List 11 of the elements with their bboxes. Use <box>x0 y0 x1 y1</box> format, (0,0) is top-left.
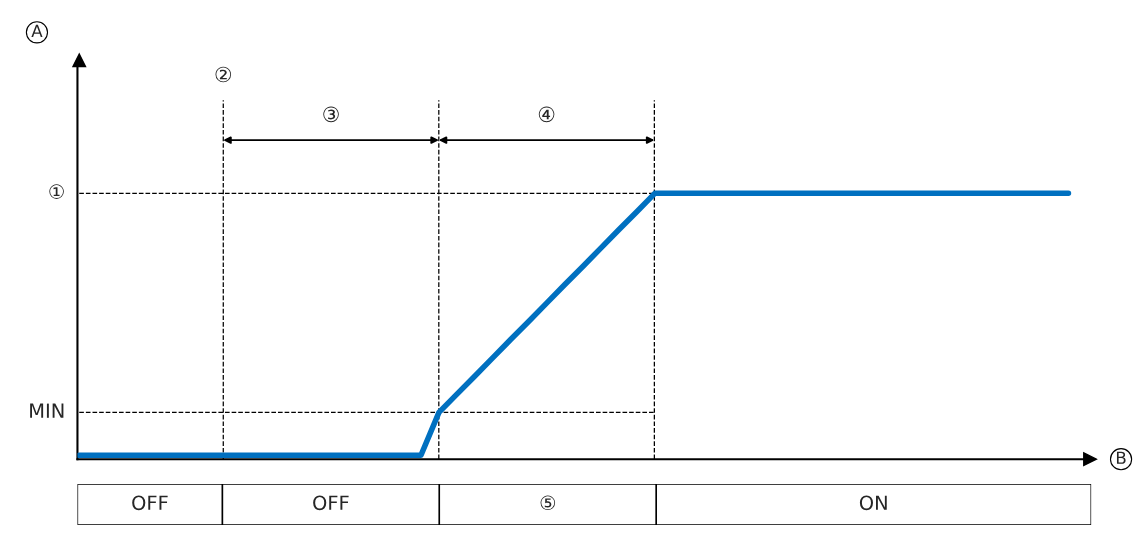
text: ⑤ <box>540 495 556 511</box>
ref-line-label: MIN <box>30 403 64 418</box>
text: ② <box>215 66 232 83</box>
text: ④ <box>538 106 555 123</box>
text: A <box>31 24 43 37</box>
ref-line-label: ① <box>49 184 64 199</box>
text: ON <box>859 495 887 511</box>
text: OFF <box>313 495 349 511</box>
x-axis-title: B <box>1116 451 1126 464</box>
text: ③ <box>323 106 339 123</box>
text: OFF <box>132 495 168 511</box>
